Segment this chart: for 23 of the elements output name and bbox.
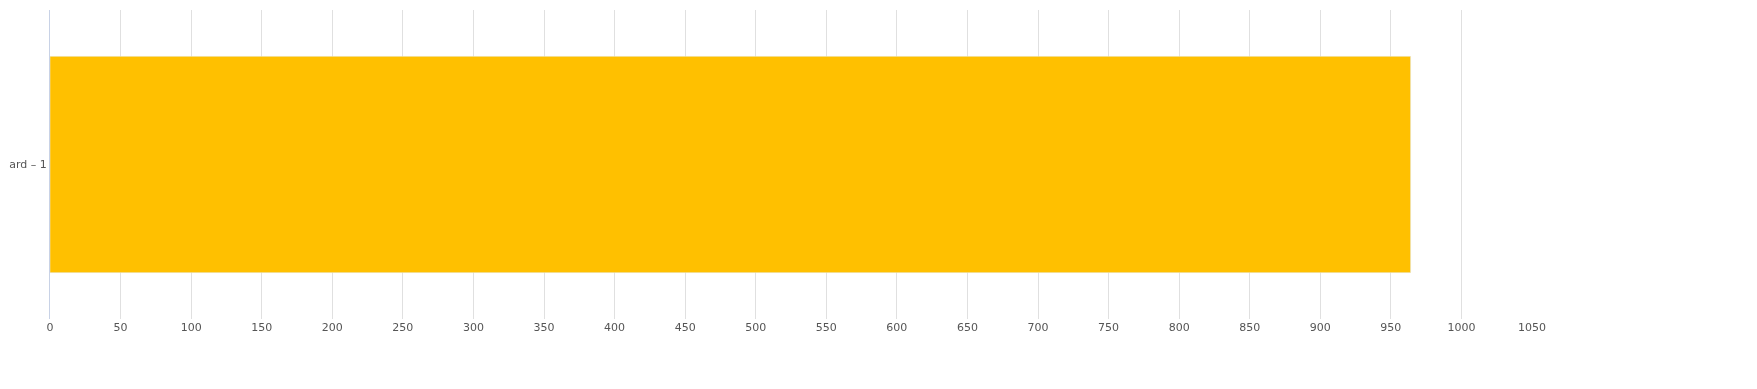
x-tick-label: 750 (1098, 321, 1120, 334)
x-tick-label: 250 (392, 321, 414, 334)
x-tick-label: 800 (1168, 321, 1190, 334)
x-tick-label: 0 (46, 321, 54, 334)
x-tick-label: 850 (1239, 321, 1261, 334)
x-tick-label: 400 (604, 321, 626, 334)
x-tick-label: 1050 (1518, 321, 1546, 334)
x-tick-label: 900 (1309, 321, 1331, 334)
x-tick-label: 950 (1380, 321, 1402, 334)
x-tick-label: 200 (321, 321, 343, 334)
x-tick-label: 150 (251, 321, 273, 334)
x-tick-label: 650 (956, 321, 978, 334)
x-tick-label: 700 (1027, 321, 1049, 334)
x-tick-label: 350 (533, 321, 555, 334)
x-tick-label: 550 (815, 321, 837, 334)
x-tick-label: 500 (745, 321, 767, 334)
x-tick-label: 300 (462, 321, 484, 334)
y-tick-label: ard – 1 (9, 158, 47, 172)
x-tick-label: 600 (886, 321, 908, 334)
x-tick-label: 450 (674, 321, 696, 334)
x-tick-label: 100 (180, 321, 202, 334)
x-tick-label: 1000 (1447, 321, 1476, 334)
x-tick-label: 50 (113, 321, 128, 334)
